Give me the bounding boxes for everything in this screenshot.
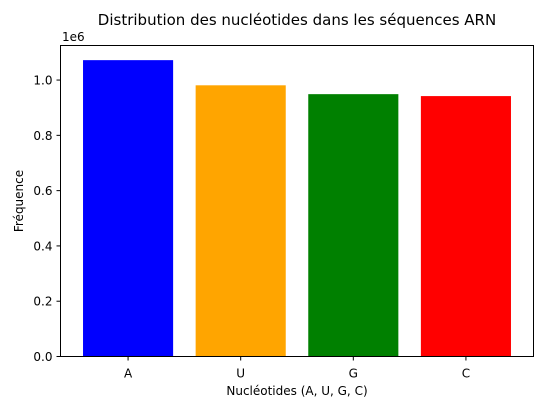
bar-g [308,94,399,357]
x-tick-label: U [236,367,245,381]
x-tick-label: G [349,367,358,381]
bar-c [420,96,511,357]
y-tick-label: 0.4 [33,239,52,253]
plot-frame [60,45,534,357]
x-tick-label: C [462,367,470,381]
y-axis-offset-label: 1e6 [62,30,85,44]
chart-title: Distribution des nucléotides dans les sé… [98,11,496,29]
y-tick-label: 0.2 [33,295,52,309]
x-tick-label: A [124,367,133,381]
bars-group [83,60,511,357]
y-axis: 0.0 0.2 0.4 0.6 0.8 1.0 [33,74,61,364]
y-tick-label: 1.0 [33,74,52,88]
x-axis-label: Nucléotides (A, U, G, C) [226,384,367,398]
y-tick-label: 0.6 [33,184,52,198]
y-tick-label: 0.8 [33,129,52,143]
y-axis-label: Fréquence [12,170,26,232]
bar-a [83,60,174,357]
y-tick-label: 0.0 [33,350,52,364]
bar-u [195,85,286,357]
